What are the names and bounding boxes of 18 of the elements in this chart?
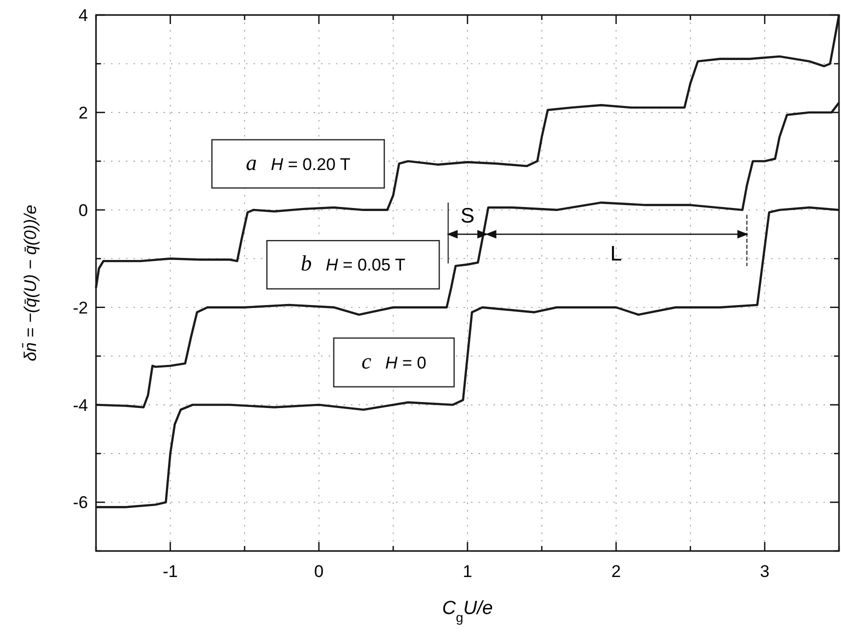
y-tick-label: -2 xyxy=(72,298,88,318)
annotation: L xyxy=(610,242,622,266)
x-tick-label: 2 xyxy=(611,562,621,581)
x-tick-label: 3 xyxy=(760,562,770,581)
series-label: c H = 0 xyxy=(362,348,426,374)
y-tick-label: 0 xyxy=(78,200,88,220)
y-tick-label: -6 xyxy=(72,493,88,512)
x-tick-label: 1 xyxy=(462,562,472,581)
y-tick-label: 2 xyxy=(78,103,88,122)
x-tick-label: -1 xyxy=(162,562,178,581)
x-axis-title: C$_{g}$U/e xyxy=(442,598,493,624)
y-tick-label: -4 xyxy=(72,396,88,415)
annotation: S xyxy=(460,204,475,228)
series-label: a H = 0.20 T xyxy=(246,150,350,175)
y-axis-title: δn̄ = −(q̄(U) − q̄(0))/e xyxy=(21,204,40,362)
x-tick-label: 0 xyxy=(314,562,324,581)
y-tick-label: 4 xyxy=(78,6,88,25)
series-label: b H = 0.05 T xyxy=(300,250,406,276)
